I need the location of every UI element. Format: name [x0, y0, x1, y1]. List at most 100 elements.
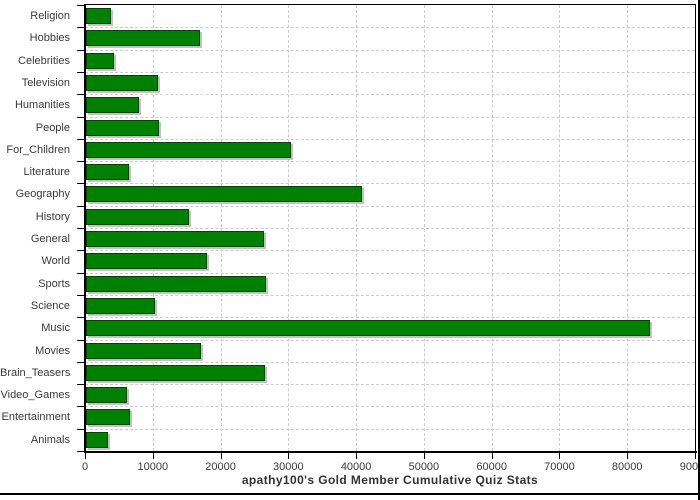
- bar-humanities: [86, 97, 139, 114]
- x-tick-label: 0: [81, 461, 89, 473]
- x-tick-label: 90000: [679, 461, 700, 473]
- y-axis-tick: [77, 384, 84, 386]
- y-axis-tick: [77, 361, 84, 363]
- plot-area: [85, 5, 695, 451]
- y-axis-tick: [77, 428, 84, 430]
- category-label: Hobbies: [29, 32, 70, 45]
- x-axis-tick: [356, 453, 358, 459]
- y-axis-tick: [77, 406, 84, 408]
- bar-for_children: [86, 141, 292, 158]
- horizontal-gridline: [85, 228, 695, 229]
- x-axis-tick: [220, 453, 222, 459]
- y-axis-tick: [77, 250, 84, 252]
- y-axis-tick: [77, 272, 84, 274]
- bar-world: [86, 253, 207, 270]
- y-axis-tick: [77, 27, 84, 29]
- y-axis-tick: [77, 451, 84, 452]
- bar-geography: [86, 186, 362, 203]
- category-label: For_Children: [6, 143, 70, 156]
- category-label: World: [41, 255, 70, 268]
- horizontal-gridline: [85, 94, 695, 96]
- x-axis-tick: [423, 453, 425, 459]
- image-bottom-border: [0, 493, 700, 495]
- x-tick-label: 20000: [205, 461, 236, 473]
- horizontal-gridline: [85, 361, 695, 363]
- bar-celebrities: [86, 52, 115, 69]
- horizontal-gridline: [85, 250, 695, 252]
- y-axis-tick: [77, 161, 84, 163]
- category-label: Religion: [30, 10, 70, 22]
- x-tick-label: 30000: [273, 461, 304, 473]
- horizontal-gridline: [85, 428, 695, 430]
- horizontal-gridline: [85, 272, 695, 274]
- category-label: Humanities: [14, 99, 70, 112]
- horizontal-gridline: [85, 138, 695, 140]
- x-axis-tick: [152, 453, 154, 459]
- y-axis-tick: [77, 205, 84, 207]
- x-axis-tick: [85, 453, 86, 459]
- horizontal-gridline: [85, 49, 695, 51]
- horizontal-gridline: [85, 294, 695, 296]
- x-tick-label: 50000: [408, 461, 440, 473]
- category-label: Sports: [38, 277, 70, 290]
- horizontal-gridline: [85, 339, 695, 341]
- x-axis-tick: [288, 453, 290, 459]
- category-label: Entertainment: [1, 411, 70, 424]
- category-label: Movies: [35, 344, 70, 357]
- x-axis-tick: [491, 453, 493, 459]
- horizontal-gridline: [85, 384, 695, 386]
- chart-title: apathy100's Gold Member Cumulative Quiz …: [241, 473, 539, 487]
- category-label: Brain_Teasers: [0, 366, 71, 379]
- y-axis-tick: [77, 339, 84, 341]
- category-label: Television: [21, 76, 70, 89]
- image-right-border: [698, 0, 700, 500]
- category-label: People: [35, 121, 70, 134]
- category-label: Video_Games: [0, 389, 70, 402]
- category-label: Literature: [23, 166, 70, 179]
- category-label: Celebrities: [18, 54, 70, 67]
- bar-television: [86, 74, 158, 91]
- bar-entertainment: [86, 409, 131, 426]
- x-tick-label: 40000: [340, 461, 372, 473]
- category-label: Geography: [15, 188, 70, 201]
- bar-music: [86, 320, 650, 337]
- x-tick-label: 70000: [544, 461, 575, 473]
- bar-hobbies: [86, 30, 200, 47]
- x-tick-label: 10000: [137, 461, 169, 473]
- y-axis-tick: [77, 183, 84, 185]
- category-label: Animals: [30, 433, 70, 446]
- category-label: Science: [30, 299, 70, 312]
- y-axis-tick: [77, 116, 84, 118]
- bar-movies: [86, 342, 202, 359]
- y-axis-line: [84, 4, 86, 453]
- y-axis-tick: [77, 71, 84, 73]
- plot-frame-top: [84, 4, 696, 5]
- horizontal-gridline: [85, 161, 695, 163]
- category-label: History: [35, 210, 70, 223]
- y-axis-tick: [77, 5, 84, 6]
- x-axis-tick: [695, 453, 696, 459]
- x-tick-label: 80000: [611, 461, 643, 473]
- bar-religion: [86, 8, 112, 24]
- horizontal-gridline: [85, 27, 695, 29]
- horizontal-gridline: [85, 116, 695, 118]
- y-axis-tick: [77, 317, 84, 319]
- horizontal-gridline: [85, 183, 695, 185]
- y-axis-tick: [77, 138, 84, 140]
- category-label: General: [30, 233, 70, 245]
- y-axis-tick: [77, 94, 84, 96]
- bar-literature: [86, 164, 130, 181]
- plot-frame-right: [695, 4, 696, 451]
- bar-video_games: [86, 387, 128, 404]
- bar-general: [86, 231, 265, 247]
- bar-animals: [86, 431, 109, 448]
- y-axis-tick: [77, 49, 84, 51]
- horizontal-gridline: [85, 317, 695, 319]
- x-axis-line: [84, 451, 697, 453]
- x-axis-tick: [627, 453, 629, 459]
- x-tick-label: 60000: [476, 461, 507, 473]
- bar-brain_teasers: [86, 364, 265, 381]
- bar-science: [86, 297, 156, 314]
- y-axis-tick: [77, 228, 84, 229]
